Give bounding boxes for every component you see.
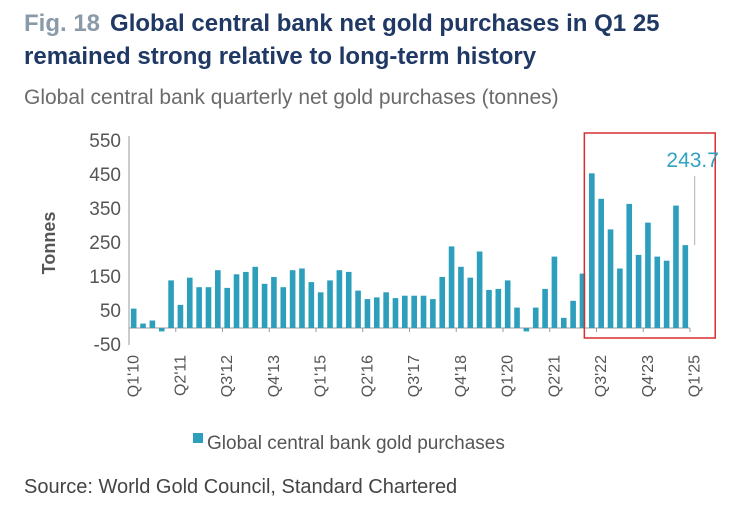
bar-q313 — [261, 283, 268, 328]
bar-q213 — [252, 266, 259, 328]
x-tick-label: Q3'12 — [219, 355, 236, 397]
source-note: Source: World Gold Council, Standard Cha… — [24, 476, 458, 498]
legend-label: Global central bank gold purchases — [207, 433, 505, 454]
bar-q424 — [682, 245, 689, 328]
bar-q318 — [448, 246, 455, 328]
y-tick-label: 250 — [89, 233, 121, 254]
bar-q320 — [523, 328, 530, 332]
x-tick-label: Q2'11 — [172, 355, 189, 396]
bar-q311 — [186, 277, 193, 328]
bar-q323 — [635, 254, 642, 328]
bar-q124 — [654, 256, 661, 328]
x-tick-label: Q1'15 — [313, 355, 330, 397]
x-tick-label: Q3'22 — [593, 355, 610, 397]
bar-q224 — [663, 260, 670, 328]
bar-q115 — [317, 292, 324, 328]
bar-q312 — [224, 287, 230, 328]
bar-q212 — [215, 270, 221, 328]
x-tick-label: Q4'13 — [266, 355, 283, 397]
chart-title-line-2: remained strong relative to long-term hi… — [24, 43, 537, 70]
bar-q321 — [560, 317, 567, 328]
y-tick-label: 450 — [89, 165, 121, 186]
bar-q422 — [607, 229, 614, 328]
bar-q111 — [168, 280, 174, 328]
bar-q113 — [243, 271, 249, 328]
chart-title-line-1: Fig. 18 Global central bank net gold purc… — [24, 10, 660, 38]
figure-number: Fig. 18 — [24, 10, 101, 37]
bar-q121 — [542, 288, 548, 328]
bar-q217 — [402, 295, 408, 328]
bar-q221 — [551, 256, 558, 328]
bar-q211 — [177, 304, 184, 328]
x-tick-label: Q3'17 — [406, 355, 423, 397]
bar-q114 — [280, 287, 287, 328]
x-tick-label: Q4'18 — [453, 355, 470, 397]
bar-q417 — [420, 295, 427, 328]
bar-q223 — [626, 203, 633, 328]
bar-series — [130, 173, 689, 332]
bar-q415 — [345, 271, 352, 328]
x-tick-label: Q1'20 — [500, 355, 517, 397]
bar-q220 — [514, 307, 520, 328]
y-axis-label: Tonnes — [39, 212, 59, 275]
bar-q410 — [158, 328, 165, 332]
bar-q419 — [495, 288, 502, 328]
bar-q116 — [355, 290, 361, 328]
bar-q122 — [579, 273, 586, 328]
legend-swatch — [193, 433, 203, 443]
bar-q222 — [589, 173, 595, 328]
bar-q117 — [392, 298, 399, 328]
bar-q123 — [617, 268, 623, 328]
x-tick-label: Q1'10 — [126, 355, 143, 397]
bar-q413 — [271, 277, 277, 328]
bar-q210 — [140, 323, 146, 328]
bar-q412 — [233, 274, 240, 328]
chart-subtitle: Global central bank quarterly net gold p… — [24, 86, 559, 109]
y-axis-ticks: -50 50 150 250 350 450 550 — [89, 131, 121, 356]
x-axis-ticks: Q1'10 Q2'11 Q3'12 Q4'13 Q1'15 Q2'16 Q3'17 Q4'18… — [126, 355, 704, 397]
y-tick-label: 550 — [89, 131, 121, 152]
bar-q120 — [504, 280, 511, 328]
bar-q218 — [439, 277, 446, 328]
y-tick-label: 50 — [100, 301, 121, 322]
bar-q414 — [308, 282, 315, 328]
x-tick-label: Q4'23 — [640, 355, 657, 397]
annotation-label: 243.7 — [666, 149, 719, 172]
x-tick-label: Q1'25 — [687, 355, 704, 397]
bar-q319 — [486, 289, 492, 328]
x-axis-tickmarks — [128, 328, 691, 332]
bar-q418 — [458, 266, 464, 328]
title-text-1: Global central bank net gold purchases i… — [110, 10, 660, 37]
bar-q112 — [205, 287, 212, 328]
bar-q421 — [570, 300, 576, 328]
bar-q310 — [149, 320, 156, 328]
bar-q216 — [364, 299, 371, 328]
bar-q215 — [327, 280, 333, 328]
bar-q314 — [299, 268, 305, 328]
x-tick-label: Q2'16 — [359, 355, 376, 397]
bar-q110 — [130, 308, 137, 328]
bar-q324 — [673, 205, 679, 328]
bar-q214 — [289, 270, 296, 328]
y-tick-label: -50 — [94, 335, 121, 356]
bar-q315 — [336, 270, 343, 328]
y-tick-label: 150 — [89, 267, 121, 288]
x-tick-label: Q2'21 — [546, 355, 563, 397]
highlight-box — [583, 132, 716, 339]
bar-q219 — [476, 251, 483, 328]
bar-q420 — [532, 307, 539, 328]
bar-q411 — [196, 287, 202, 328]
y-tick-label: 350 — [89, 199, 121, 220]
bar-q119 — [467, 277, 474, 328]
bar-q118 — [430, 299, 436, 328]
bar-q322 — [598, 198, 604, 328]
bar-q317 — [411, 295, 417, 328]
bar-q316 — [373, 297, 380, 328]
bar-q416 — [383, 292, 389, 328]
bar-q423 — [645, 222, 651, 328]
